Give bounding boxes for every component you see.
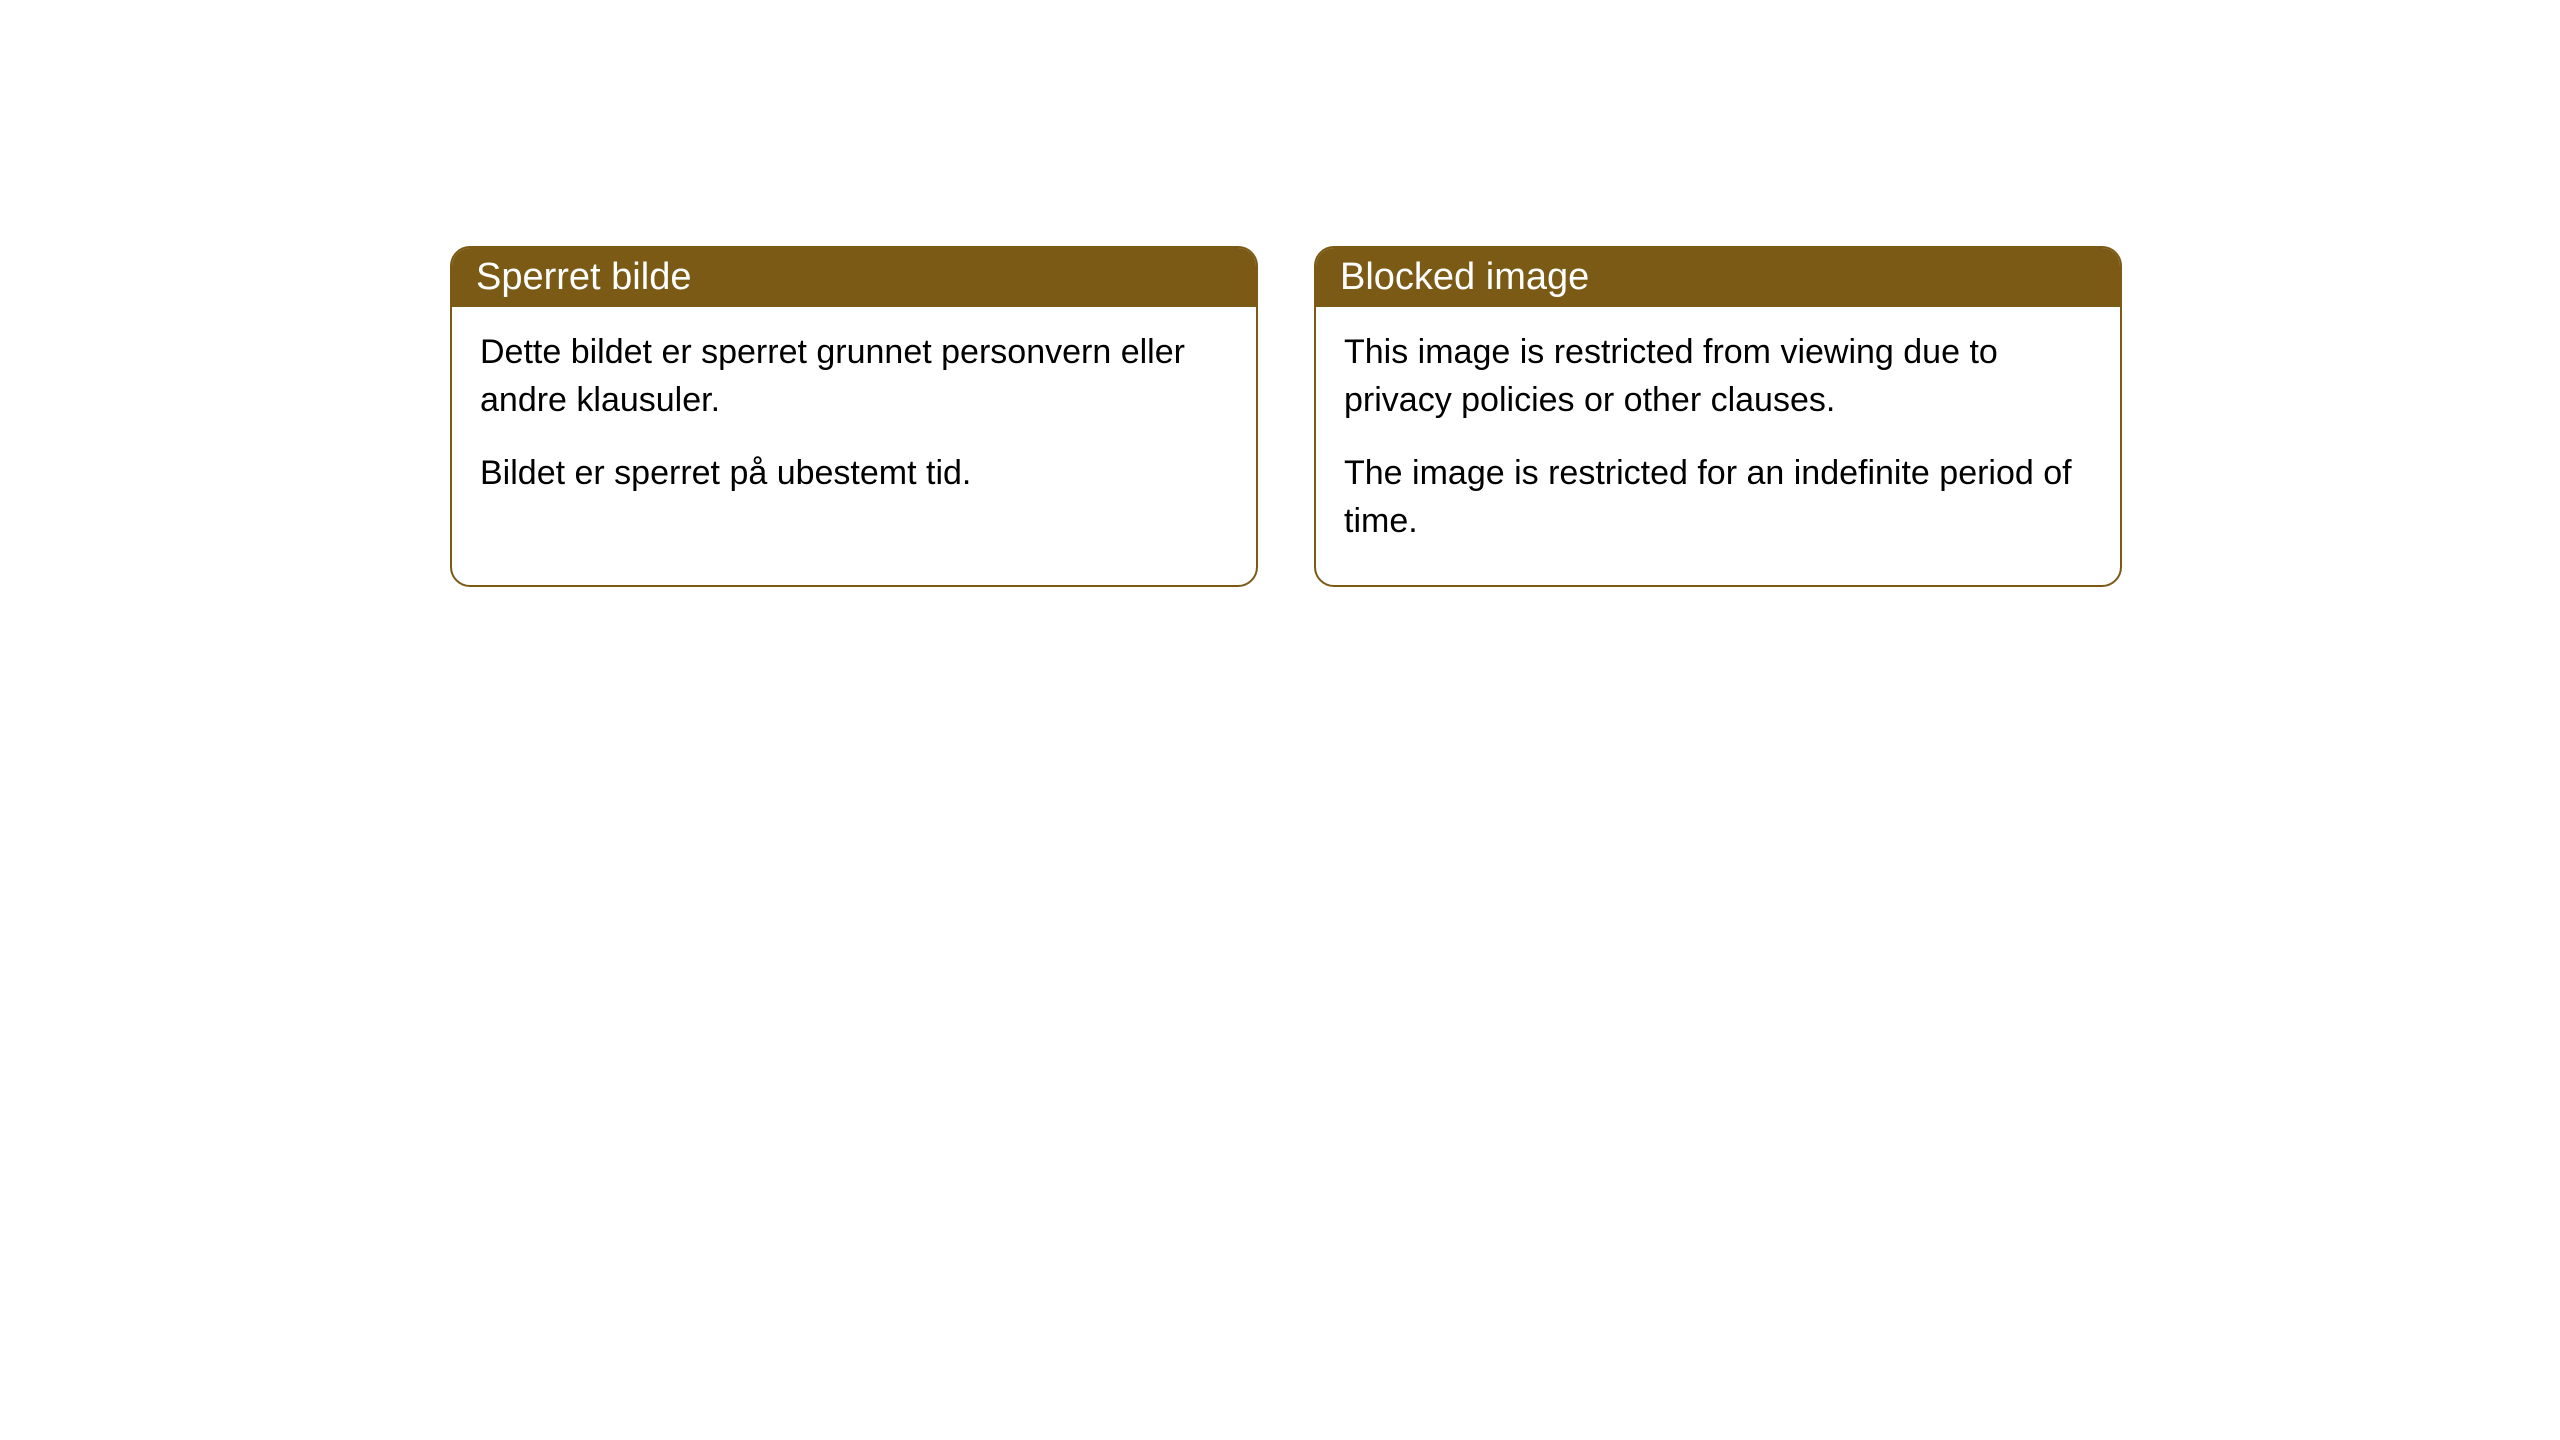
notice-text-p2: The image is restricted for an indefinit…: [1344, 450, 2092, 545]
card-header-norwegian: Sperret bilde: [452, 248, 1256, 307]
card-header-english: Blocked image: [1316, 248, 2120, 307]
card-body-english: This image is restricted from viewing du…: [1316, 307, 2120, 585]
notice-cards-container: Sperret bilde Dette bildet er sperret gr…: [450, 246, 2122, 587]
blocked-image-card-norwegian: Sperret bilde Dette bildet er sperret gr…: [450, 246, 1258, 587]
notice-text-p1: Dette bildet er sperret grunnet personve…: [480, 329, 1228, 424]
notice-text-p2: Bildet er sperret på ubestemt tid.: [480, 450, 1228, 498]
blocked-image-card-english: Blocked image This image is restricted f…: [1314, 246, 2122, 587]
card-body-norwegian: Dette bildet er sperret grunnet personve…: [452, 307, 1256, 538]
notice-text-p1: This image is restricted from viewing du…: [1344, 329, 2092, 424]
